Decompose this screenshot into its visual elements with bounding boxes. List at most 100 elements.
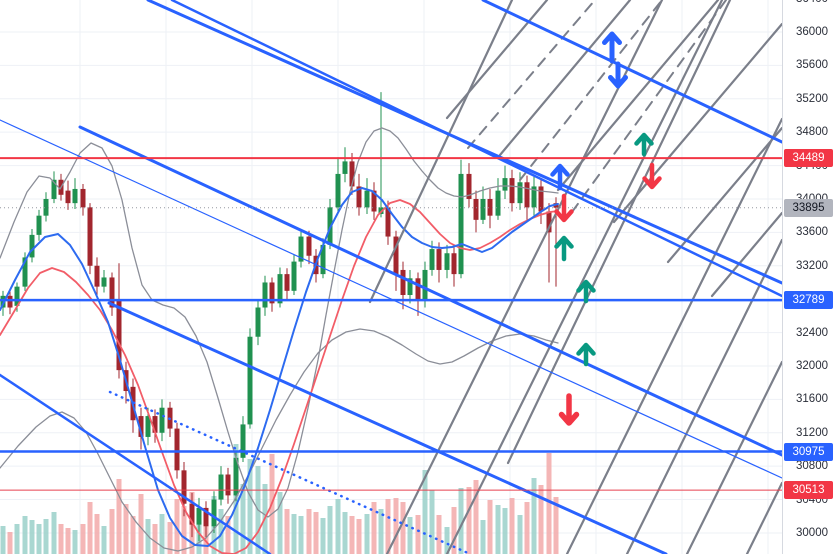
- candle-body: [466, 173, 472, 199]
- candle-body: [385, 207, 391, 237]
- volume-bar: [240, 484, 246, 554]
- volume-bar: [123, 504, 129, 554]
- price-tick-label: 31200: [796, 426, 828, 439]
- candle-body: [400, 269, 406, 295]
- volume-bar: [378, 509, 384, 554]
- volume-bar: [349, 516, 355, 554]
- volume-bar: [138, 494, 144, 554]
- volume-bar: [291, 514, 297, 554]
- candle-body: [0, 295, 6, 308]
- arrow-down-signal-icon: [642, 162, 662, 190]
- candle-body: [233, 457, 239, 496]
- volume-bar: [451, 507, 457, 554]
- arrow-down-signal-icon: [554, 193, 574, 223]
- chart-canvas[interactable]: [0, 0, 782, 554]
- volume-bar: [225, 516, 231, 554]
- price-level-badge: 30513: [784, 481, 833, 500]
- candle-body: [378, 207, 384, 215]
- volume-bar: [335, 499, 341, 554]
- candle-body: [458, 173, 464, 275]
- price-tick-label: 30800: [796, 460, 828, 473]
- candle-body: [342, 161, 348, 174]
- volume-bar: [385, 499, 391, 554]
- volume-bar: [94, 514, 100, 554]
- candle-body: [7, 295, 13, 308]
- volume-bar: [400, 502, 406, 554]
- gray-trend-ray: [685, 360, 782, 554]
- blue-dotted-trendline: [108, 390, 472, 554]
- volume-bar: [327, 506, 333, 554]
- candle-body: [36, 215, 42, 235]
- price-tick-label: 32000: [796, 359, 828, 372]
- gray-trend-ray: [445, 0, 724, 554]
- price-tick-label: 30000: [796, 526, 828, 539]
- volume-bar: [364, 514, 370, 554]
- candle-body: [174, 428, 180, 471]
- gray-trend-ray: [710, 211, 782, 298]
- candle-body: [269, 282, 275, 304]
- volume-bar: [531, 478, 537, 554]
- candle-body: [145, 416, 151, 437]
- gray-trend-ray: [745, 481, 782, 554]
- volume-bar: [436, 515, 442, 554]
- candle-body: [509, 178, 515, 204]
- candle-body: [364, 190, 370, 208]
- price-tick-label: 36400: [796, 0, 828, 5]
- candle-body: [218, 474, 224, 500]
- candle-body: [524, 182, 530, 208]
- candle-body: [531, 186, 537, 208]
- candle-body: [284, 274, 290, 291]
- gray-trend-ray: [385, 0, 664, 554]
- candle-body: [211, 499, 217, 527]
- blue-trendline: [170, 0, 782, 298]
- volume-bar: [320, 518, 326, 554]
- blue-trendline: [481, 0, 782, 144]
- candle-body: [109, 277, 115, 308]
- candle-body: [487, 198, 493, 216]
- gray-dashed-ray: [467, 0, 596, 149]
- candle-body: [152, 416, 158, 433]
- candlestick-chart[interactable]: [0, 0, 782, 554]
- volume-bar: [393, 498, 399, 554]
- price-axis[interactable]: 3640036000356003520034800344003400033600…: [782, 0, 834, 554]
- price-level-badge: 33895: [784, 198, 833, 217]
- price-tick-label: 32400: [796, 326, 828, 339]
- price-tick-label: 33200: [796, 259, 828, 272]
- price-tick-label: 35600: [796, 59, 828, 72]
- candle-body: [393, 236, 399, 275]
- fast-ma-line: [0, 187, 559, 547]
- volume-bar: [130, 516, 136, 554]
- candle-body: [14, 286, 20, 306]
- candle-body: [291, 261, 297, 291]
- volume-bar: [58, 524, 64, 554]
- blue-trendline: [0, 373, 272, 554]
- gray-dashed-ray: [519, 0, 663, 181]
- candle-body: [22, 257, 28, 287]
- volume-bar: [116, 479, 122, 554]
- price-level-badge: 30975: [784, 442, 833, 461]
- volume-bar: [502, 508, 508, 554]
- candle-body: [94, 265, 100, 287]
- bollinger-upper-band: [0, 127, 559, 518]
- candle-body: [546, 211, 552, 233]
- candle-body: [502, 178, 508, 191]
- volume-bar: [306, 509, 312, 554]
- gray-trend-ray: [498, 0, 632, 157]
- candle-body: [320, 244, 326, 275]
- volume-bar: [174, 499, 180, 554]
- volume-bar: [167, 522, 173, 554]
- candle-body: [538, 186, 544, 212]
- volume-bar: [0, 526, 6, 554]
- volume-bar: [313, 512, 319, 554]
- volume-bar: [480, 520, 486, 554]
- volume-bar: [407, 517, 413, 554]
- volume-bar: [109, 509, 115, 554]
- volume-bar: [444, 527, 450, 554]
- volume-bar: [101, 526, 107, 554]
- gray-trend-ray: [368, 0, 514, 304]
- candle-body: [80, 188, 86, 208]
- volume-bar: [87, 502, 93, 554]
- price-tick-label: 35200: [796, 92, 828, 105]
- candle-body: [298, 236, 304, 262]
